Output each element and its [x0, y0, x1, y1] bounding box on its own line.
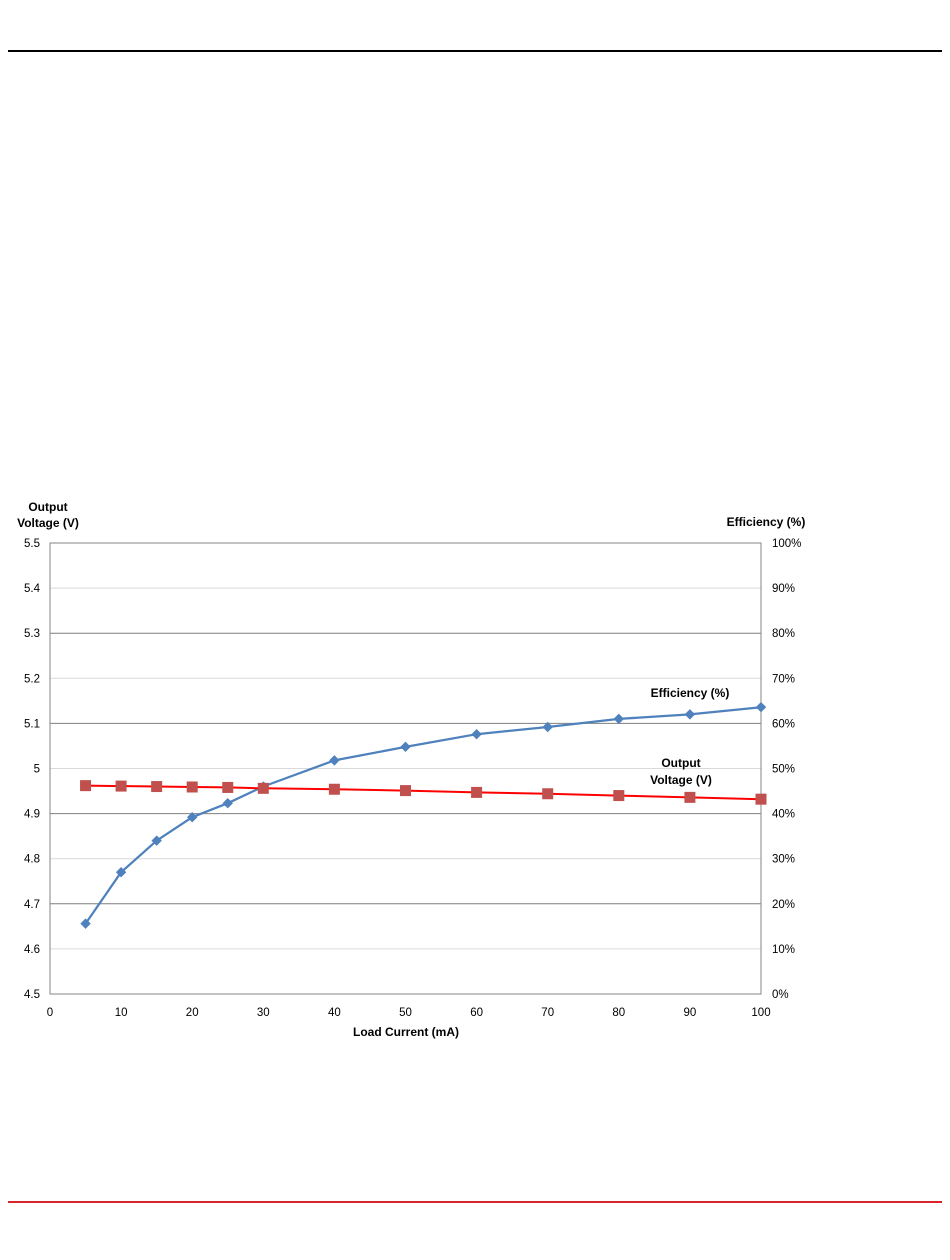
right-axis-title: Efficiency (%) [727, 515, 806, 529]
left-tick-label: 5.4 [24, 583, 41, 595]
output_voltage-point [755, 793, 767, 805]
output_voltage-point [542, 788, 554, 800]
left-tick-label: 5 [34, 764, 40, 776]
x-tick-label: 30 [257, 1007, 270, 1019]
x-tick-label: 0 [47, 1007, 53, 1019]
x-axis-ticks: 0 10 20 30 40 50 60 70 80 90 100 [47, 1007, 771, 1019]
x-axis-title: Load Current (mA) [353, 1025, 459, 1039]
output_voltage-point [684, 791, 696, 803]
output_voltage-point [80, 780, 92, 792]
right-tick-label: 60% [772, 718, 795, 730]
right-tick-label: 50% [772, 764, 795, 776]
left-tick-label: 4.6 [24, 944, 40, 956]
left-tick-label: 4.9 [24, 809, 40, 821]
efficiency-point [542, 721, 553, 733]
top-rule [8, 50, 942, 52]
left-axis-ticks: 4.5 4.6 4.7 4.8 4.9 5 5.1 5.2 5.3 5.4 5.5 [24, 538, 41, 1001]
right-tick-label: 20% [772, 899, 795, 911]
efficiency-point [329, 755, 340, 766]
x-tick-label: 80 [612, 1007, 625, 1019]
x-tick-label: 60 [470, 1007, 483, 1019]
output_voltage-point [471, 786, 483, 798]
left-tick-label: 5.1 [24, 718, 40, 730]
left-tick-label: 4.7 [24, 899, 40, 911]
output_voltage-point [613, 790, 625, 802]
x-tick-label: 100 [751, 1007, 770, 1019]
left-tick-label: 5.3 [24, 628, 40, 640]
efficiency-point [80, 918, 91, 929]
efficiency-series-label: Efficiency (%) [651, 686, 730, 700]
right-axis-ticks: 0% 10% 20% 30% 40% 50% 60% 70% 80% 90% 100% [772, 538, 801, 1001]
efficiency-point [400, 741, 411, 753]
efficiency-point [186, 812, 198, 823]
plot-area [49, 542, 762, 995]
right-tick-label: 80% [772, 628, 795, 640]
right-tick-label: 100% [772, 538, 801, 550]
x-tick-label: 20 [186, 1007, 199, 1019]
left-tick-label: 5.5 [24, 538, 40, 550]
grid-lines [50, 542, 761, 995]
efficiency-line [84, 706, 762, 925]
output_voltage-point [222, 781, 234, 793]
output_voltage-point [151, 781, 163, 793]
efficiency-point [222, 798, 233, 809]
right-tick-label: 70% [772, 673, 795, 685]
efficiency-point [151, 835, 162, 846]
bottom-rule [8, 1201, 942, 1203]
output_voltage-point [115, 780, 127, 792]
left-axis-title-line1: Output [28, 500, 67, 514]
left-axis-title-line2: Voltage (V) [17, 516, 79, 530]
right-tick-label: 10% [772, 944, 795, 956]
right-tick-label: 90% [772, 583, 795, 595]
efficiency-point [613, 713, 625, 725]
right-tick-label: 40% [772, 809, 795, 821]
left-tick-label: 5.2 [24, 673, 40, 685]
output_voltage-point [400, 785, 411, 797]
efficiency-point [115, 867, 127, 878]
right-tick-label: 0% [772, 989, 789, 1001]
efficiency-point [471, 729, 482, 740]
efficiency-point [684, 709, 696, 720]
left-tick-label: 4.5 [24, 989, 40, 1001]
right-tick-label: 30% [772, 854, 795, 866]
x-tick-label: 50 [399, 1007, 412, 1019]
series-layer [80, 701, 767, 929]
output_voltage-point [328, 783, 340, 795]
left-tick-label: 4.8 [24, 854, 40, 866]
x-tick-label: 70 [541, 1007, 554, 1019]
output_voltage-point [257, 782, 269, 794]
x-tick-label: 40 [328, 1007, 341, 1019]
x-tick-label: 10 [115, 1007, 128, 1019]
efficiency-point [755, 701, 767, 713]
voltage-series-label-line1: Output [661, 756, 700, 770]
voltage-series-label-line2: Voltage (V) [650, 773, 712, 787]
output_voltage-point [186, 781, 198, 793]
x-tick-label: 90 [684, 1007, 697, 1019]
